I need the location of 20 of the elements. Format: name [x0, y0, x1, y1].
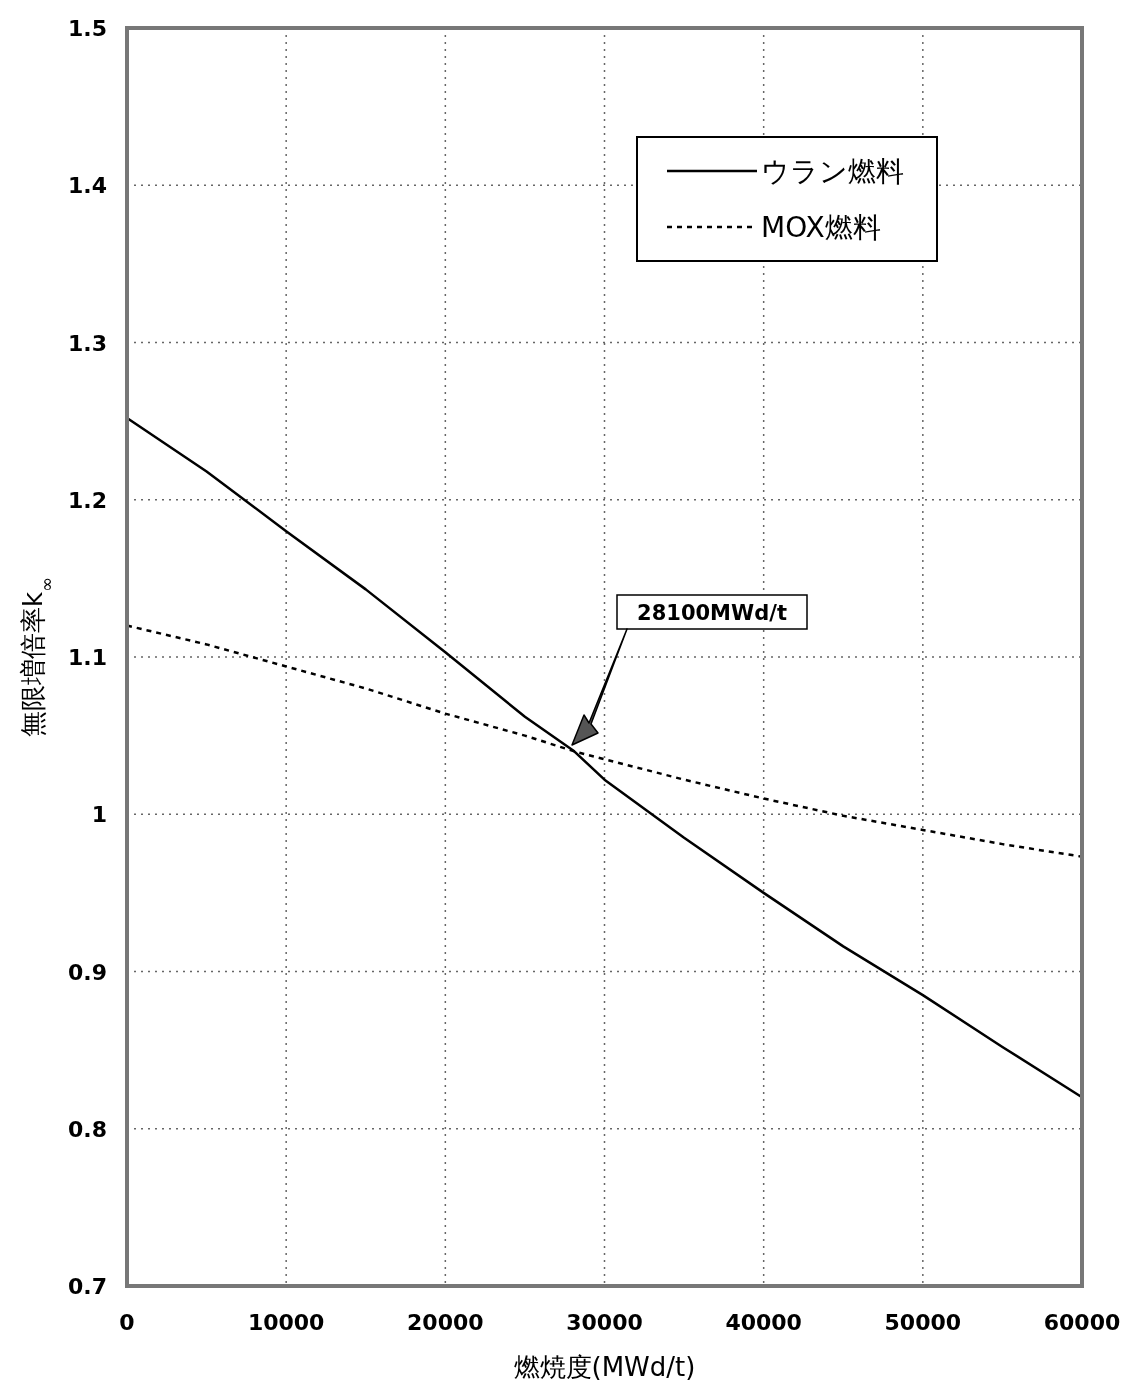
- x-tick-label: 30000: [566, 1310, 643, 1335]
- x-tick-label: 20000: [407, 1310, 484, 1335]
- y-tick-label: 1: [91, 802, 107, 828]
- y-tick-label: 0.9: [68, 959, 107, 985]
- y-tick-label: 1.3: [68, 330, 107, 356]
- x-tick-label: 0: [119, 1310, 135, 1335]
- y-tick-label: 0.7: [68, 1274, 107, 1299]
- y-tick-label: 1.1: [68, 645, 107, 670]
- y-tick-label: 0.8: [68, 1116, 107, 1142]
- x-tick-label: 60000: [1043, 1310, 1121, 1335]
- x-tick-label: 50000: [884, 1310, 962, 1335]
- annotation: 28100MWd/t: [637, 601, 787, 625]
- x-tick-label: 40000: [725, 1310, 802, 1335]
- legend-label: ウラン燃料: [761, 155, 904, 188]
- x-axis-title: 燃焼度(MWd/t): [513, 1352, 696, 1382]
- y-tick-label: 1.2: [68, 487, 107, 513]
- y-tick-label: 1.5: [68, 16, 107, 41]
- y-tick-label: 1.4: [68, 173, 107, 199]
- x-tick-label: 10000: [247, 1310, 325, 1335]
- legend-label: MOX燃料: [761, 211, 881, 244]
